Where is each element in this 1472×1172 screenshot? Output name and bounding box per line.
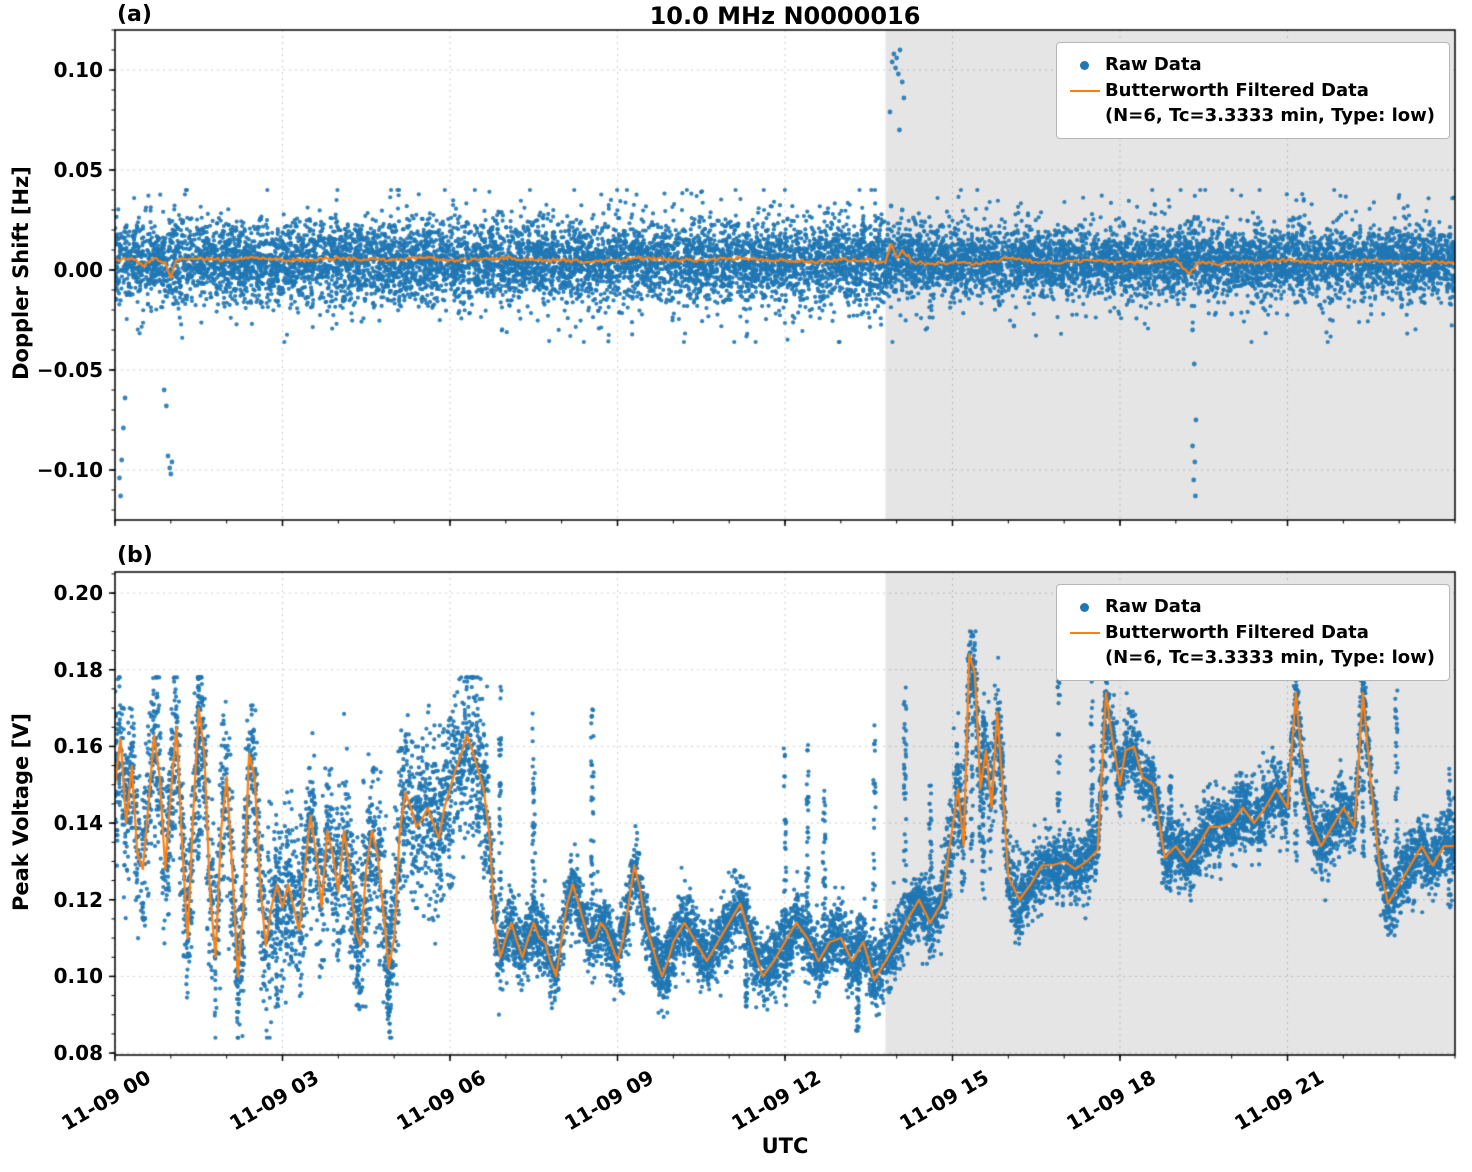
- legend-filtered-label: Butterworth Filtered Data: [1104, 80, 1369, 102]
- filtered-line-marker-icon: [1069, 632, 1100, 635]
- raw-data-marker-icon: [1080, 602, 1090, 612]
- y-tick-label: 0.12: [53, 887, 103, 912]
- legend-row-raw: Raw Data: [1065, 595, 1435, 619]
- y-tick-label: 0.14: [53, 811, 103, 836]
- y-tick-label: 0.18: [53, 657, 103, 682]
- y-tick-label: 0.00: [53, 258, 103, 282]
- legend-filtered-label: Butterworth Filtered Data: [1104, 622, 1369, 644]
- y-tick-label: 0.10: [53, 58, 103, 82]
- panel-b-label: (b): [117, 543, 153, 568]
- raw-data-marker-icon: [1080, 60, 1090, 70]
- y-tick-label: 0.05: [53, 158, 103, 182]
- legend-filtered-sublabel: (N=6, Tc=3.3333 min, Type: low): [1104, 104, 1435, 126]
- x-axis-label: UTC: [761, 1134, 809, 1158]
- y-tick-label: −0.10: [36, 458, 103, 482]
- filtered-line-marker-icon: [1069, 90, 1100, 93]
- legend-row-filtered: Butterworth Filtered Data (N=6, Tc=3.333…: [1065, 79, 1435, 128]
- y-tick-label: 0.08: [53, 1041, 103, 1066]
- legend-panel-b: Raw Data Butterworth Filtered Data (N=6,…: [1055, 584, 1450, 681]
- legend-filtered-sublabel: (N=6, Tc=3.3333 min, Type: low): [1104, 646, 1435, 668]
- y-tick-label: 0.10: [53, 964, 103, 989]
- legend-raw-label: Raw Data: [1104, 54, 1202, 75]
- legend-row-raw: Raw Data: [1065, 53, 1435, 77]
- panel-a-label: (a): [117, 2, 152, 27]
- y-tick-label: 0.16: [53, 734, 103, 759]
- legend-panel-a: Raw Data Butterworth Filtered Data (N=6,…: [1055, 42, 1450, 139]
- legend-row-filtered: Butterworth Filtered Data (N=6, Tc=3.333…: [1065, 621, 1435, 670]
- y-tick-label: −0.05: [36, 358, 103, 382]
- y-tick-label: 0.20: [53, 581, 103, 606]
- legend-raw-label: Raw Data: [1104, 596, 1202, 617]
- figure-title: 10.0 MHz N0000016: [649, 2, 921, 30]
